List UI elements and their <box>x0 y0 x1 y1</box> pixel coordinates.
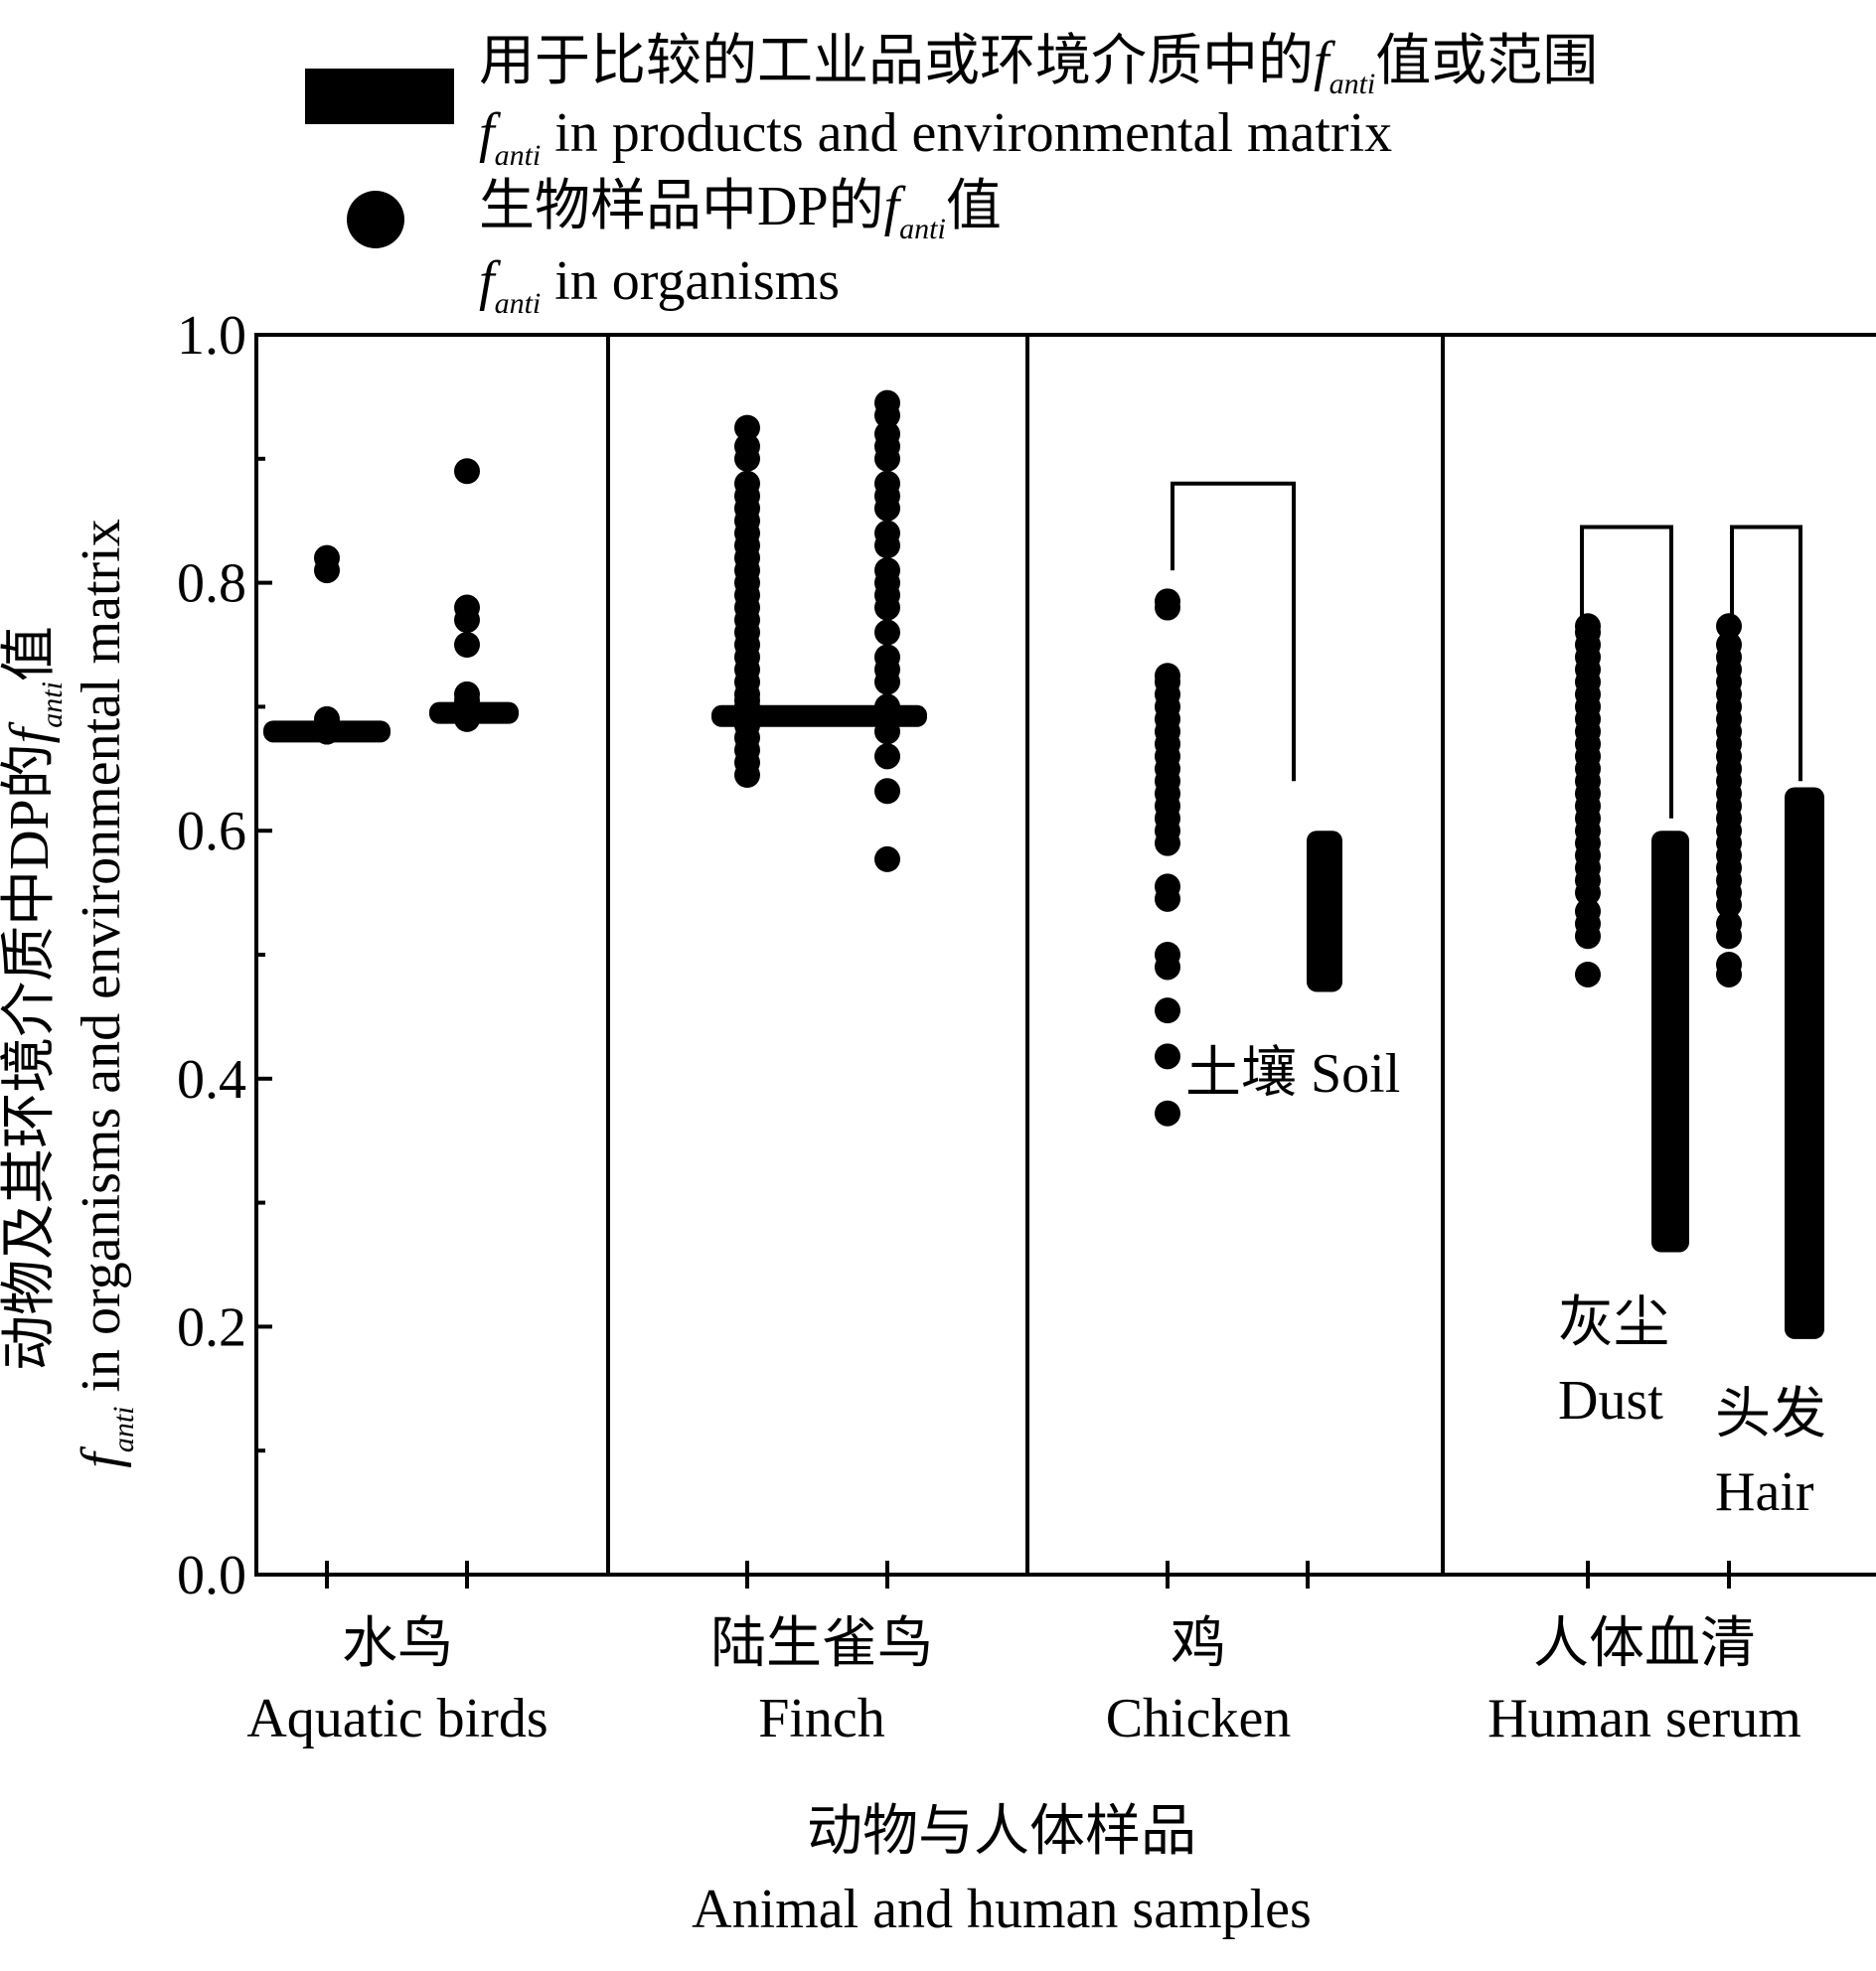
organism-dot <box>874 389 900 416</box>
x-axis-title-en: Animal and human samples <box>692 1879 1312 1940</box>
organism-dot <box>1155 663 1180 689</box>
organism-dot <box>1155 1043 1180 1070</box>
organism-dot <box>874 520 900 546</box>
soil-label: 土壤 Soil <box>1185 1043 1400 1105</box>
reference-range-bar <box>1785 787 1824 1339</box>
organism-dot <box>874 743 900 770</box>
x-axis <box>325 1561 1731 1589</box>
y-tick-label: 1.0 <box>177 305 246 367</box>
category-label-chicken-zh: 鸡 <box>1171 1613 1226 1675</box>
y-tick-label: 0.4 <box>177 1049 246 1111</box>
organism-dot <box>314 544 340 571</box>
plot-area: 0.0 0.2 0.4 0.6 0.8 1.0 <box>177 305 1876 1606</box>
organism-dot <box>1716 613 1742 640</box>
organism-dot <box>1575 613 1601 640</box>
organism-dot <box>874 470 900 497</box>
organism-dot <box>1155 873 1180 900</box>
legend-item-1-zh: 用于比较的工业品或环境介质中的fanti值或范围 <box>479 31 1598 100</box>
organism-dot <box>454 594 480 621</box>
organism-dot <box>874 693 900 720</box>
y-tick-label: 0.6 <box>177 801 246 862</box>
x-axis-title-zh: 动物与人体样品 <box>807 1801 1196 1863</box>
hair-label-en: Hair <box>1715 1461 1814 1523</box>
organism-dot <box>734 414 760 441</box>
y-axis-title-zh: 动物及其环境介质中DP的fanti值 <box>0 626 69 1371</box>
y-tick-label: 0.0 <box>177 1545 246 1606</box>
y-tick-label: 0.8 <box>177 553 246 615</box>
comparison-bracket <box>1171 481 1296 782</box>
category-label-finch-zh: 陆生雀鸟 <box>710 1613 933 1675</box>
y-axis-title-en: fanti in organisms and environmental mat… <box>71 519 140 1467</box>
organism-dot <box>454 632 480 658</box>
organism-dot <box>734 433 760 460</box>
organism-dot <box>1575 961 1601 987</box>
reference-range-bar <box>1651 831 1689 1253</box>
category-label-human-zh: 人体血清 <box>1533 1613 1756 1675</box>
organism-dot <box>314 705 340 732</box>
category-label-finch-en: Finch <box>758 1688 885 1749</box>
category-label-aquatic-en: Aquatic birds <box>246 1688 547 1749</box>
organism-dot <box>1155 942 1180 968</box>
organism-dot <box>1716 951 1742 978</box>
y-axis: 0.0 0.2 0.4 0.6 0.8 1.0 <box>177 305 272 1606</box>
organism-dot <box>874 644 900 671</box>
organism-dot <box>454 458 480 485</box>
legend: 用于比较的工业品或环境介质中的fanti值或范围 fanti in produc… <box>305 31 1598 320</box>
organism-dot <box>1155 997 1180 1024</box>
comparison-bracket <box>1580 525 1673 819</box>
organism-dot <box>1155 1100 1180 1127</box>
y-tick-label: 0.2 <box>177 1296 246 1358</box>
legend-dot-marker <box>347 191 404 248</box>
organism-dot <box>1575 898 1601 925</box>
organism-dot <box>874 778 900 805</box>
organism-dot <box>1716 632 1742 658</box>
organism-dot <box>874 845 900 872</box>
reference-range-bar <box>1307 831 1342 992</box>
organism-dot <box>734 470 760 497</box>
category-label-human-en: Human serum <box>1487 1688 1801 1749</box>
organism-dot <box>874 557 900 584</box>
category-label-aquatic-zh: 水鸟 <box>342 1613 453 1675</box>
dust-label-zh: 灰尘 <box>1558 1292 1669 1354</box>
organism-dot <box>874 420 900 447</box>
legend-item-1-en: fanti in products and environmental matr… <box>479 102 1392 172</box>
comparison-bracket <box>1730 525 1802 782</box>
legend-item-2-zh: 生物样品中DP的fanti值 <box>479 176 1002 245</box>
organism-dot <box>874 619 900 646</box>
category-label-chicken-en: Chicken <box>1106 1688 1292 1749</box>
reference-ranges <box>263 701 1824 1339</box>
dust-label-en: Dust <box>1558 1370 1663 1432</box>
hair-label-zh: 头发 <box>1715 1384 1826 1445</box>
reference-range-bar <box>711 704 927 727</box>
comparison-brackets <box>1171 481 1802 819</box>
organism-dot <box>1716 910 1742 937</box>
organism-dots <box>314 389 1742 1127</box>
legend-item-2-en: fanti in organisms <box>479 250 840 320</box>
organism-dot <box>454 681 480 707</box>
legend-bar-marker <box>305 69 454 124</box>
organism-dot <box>1155 588 1180 615</box>
